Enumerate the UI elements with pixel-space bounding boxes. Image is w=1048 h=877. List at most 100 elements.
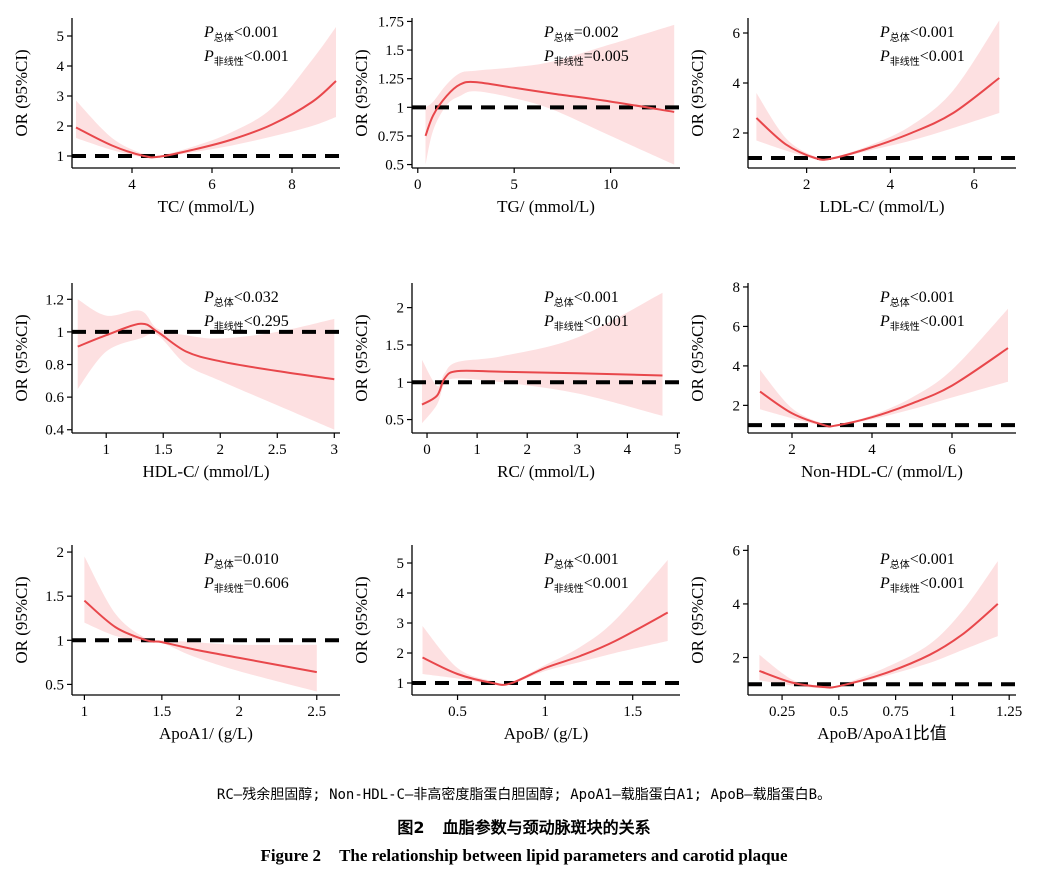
y-tick-label: 1.75 xyxy=(378,14,404,30)
or-curve xyxy=(424,80,675,137)
x-tick-label: 1.25 xyxy=(996,704,1022,720)
y-tick-label: 1.5 xyxy=(385,43,404,59)
y-axis-label: OR (95%CI) xyxy=(688,576,707,663)
y-tick-label: 6 xyxy=(733,26,741,42)
y-tick-label: 0.5 xyxy=(45,677,64,693)
confidence-band xyxy=(84,556,317,692)
x-axis-label: TC/ (mmol/L) xyxy=(158,197,255,216)
p-nonlinear-annotation: P非线性<0.001 xyxy=(543,313,629,333)
or-curve xyxy=(759,347,1009,428)
x-tick-label: 8 xyxy=(288,177,296,193)
y-axis-label: OR (95%CI) xyxy=(12,314,31,401)
p-overall-annotation: P总体<0.001 xyxy=(543,551,619,571)
p-symbol: P xyxy=(203,289,214,306)
p-symbol: P xyxy=(543,551,554,568)
p-subscript: 非线性 xyxy=(890,55,920,68)
y-tick-label: 0.75 xyxy=(378,129,404,145)
x-tick-label: 1 xyxy=(81,704,89,720)
p-symbol: P xyxy=(543,575,554,592)
p-symbol: P xyxy=(879,313,890,330)
x-tick-label: 0.75 xyxy=(883,704,909,720)
y-tick-label: 1.5 xyxy=(45,589,64,605)
p-value: =0.002 xyxy=(574,24,619,41)
x-tick-label: 3 xyxy=(574,442,582,458)
figure-footnote: RC—残余胆固醇; Non-HDL-C—非高密度脂蛋白胆固醇; ApoA1—载脂… xyxy=(216,787,832,803)
p-nonlinear-annotation: P非线性<0.001 xyxy=(543,575,629,595)
p-value: =0.606 xyxy=(244,575,289,592)
x-tick-label: 6 xyxy=(970,177,978,193)
p-symbol: P xyxy=(879,289,890,306)
p-symbol: P xyxy=(203,575,214,592)
y-tick-label: 5 xyxy=(397,556,405,572)
confidence-band xyxy=(759,561,998,689)
p-symbol: P xyxy=(203,551,214,568)
x-tick-label: 1.5 xyxy=(154,442,173,458)
y-tick-label: 4 xyxy=(733,597,741,613)
p-overall-annotation: P总体<0.001 xyxy=(879,551,955,571)
p-subscript: 总体 xyxy=(554,558,574,571)
p-overall-annotation: P总体<0.001 xyxy=(543,289,619,309)
p-subscript: 总体 xyxy=(890,296,910,309)
x-axis-label: TG/ (mmol/L) xyxy=(497,197,595,216)
x-tick-label: 2 xyxy=(523,442,531,458)
p-value: <0.001 xyxy=(920,48,965,65)
figure-number-en: Figure 2 xyxy=(260,846,322,865)
x-axis-label: RC/ (mmol/L) xyxy=(497,462,595,481)
y-tick-label: 1.2 xyxy=(45,292,64,308)
p-value: <0.001 xyxy=(920,313,965,330)
x-axis-label: ApoB/ApoA1比值 xyxy=(817,724,946,743)
confidence-band xyxy=(760,308,1008,428)
x-tick-label: 4 xyxy=(868,442,876,458)
y-tick-label: 2 xyxy=(397,646,405,662)
p-overall-annotation: P总体<0.001 xyxy=(203,24,279,44)
panel-7: 1 1.5 2 2.5 0.5 1 1.5 2 ApoA1/ (g/L) OR (95%CI) P总… xyxy=(12,545,340,743)
y-tick-label: 1.25 xyxy=(378,72,404,88)
x-tick-label: 6 xyxy=(208,177,216,193)
p-subscript: 总体 xyxy=(554,296,574,309)
x-tick-label: 0.5 xyxy=(448,704,467,720)
x-tick-label: 4 xyxy=(624,442,632,458)
x-axis-label: HDL-C/ (mmol/L) xyxy=(142,462,269,481)
panel-4: 1 1.5 2 2.5 3 0.4 0.6 0.8 1 1.2 HDL-C/ (mmol/L) OR … xyxy=(12,283,340,481)
p-value: <0.032 xyxy=(234,289,279,306)
y-tick-label: 8 xyxy=(733,280,741,296)
p-symbol: P xyxy=(879,48,890,65)
y-tick-label: 6 xyxy=(733,543,741,559)
figure-caption-chinese: 图2 血脂参数与颈动脉斑块的关系 xyxy=(0,814,1048,838)
p-subscript: 非线性 xyxy=(554,582,584,595)
y-tick-label: 0.8 xyxy=(45,358,64,374)
x-tick-label: 5 xyxy=(510,177,518,193)
y-axis-label: OR (95%CI) xyxy=(688,49,707,136)
y-tick-label: 1 xyxy=(397,676,405,692)
y-tick-label: 0.5 xyxy=(385,158,404,174)
p-overall-annotation: P总体<0.032 xyxy=(203,289,279,309)
p-nonlinear-annotation: P非线性<0.001 xyxy=(879,313,965,333)
p-nonlinear-annotation: P非线性<0.001 xyxy=(203,48,289,68)
x-tick-label: 5 xyxy=(674,442,682,458)
p-symbol: P xyxy=(543,289,554,306)
p-subscript: 总体 xyxy=(890,558,910,571)
y-axis-label: OR (95%CI) xyxy=(352,314,371,401)
y-tick-label: 6 xyxy=(733,319,741,335)
y-tick-label: 1 xyxy=(57,325,65,341)
y-tick-label: 4 xyxy=(397,586,405,602)
p-value: <0.001 xyxy=(584,313,629,330)
figure-title-en: The relationship between lipid parameter… xyxy=(339,846,788,865)
or-curve xyxy=(83,599,317,674)
p-overall-annotation: P总体=0.002 xyxy=(543,24,619,44)
p-subscript: 总体 xyxy=(214,558,234,571)
p-value: =0.005 xyxy=(584,48,629,65)
y-axis-label: OR (95%CI) xyxy=(688,314,707,401)
p-symbol: P xyxy=(879,24,890,41)
y-tick-label: 2 xyxy=(397,301,405,317)
y-tick-label: 1.5 xyxy=(385,338,404,354)
p-symbol: P xyxy=(203,24,214,41)
p-value: <0.001 xyxy=(244,48,289,65)
y-tick-label: 1 xyxy=(57,149,65,165)
panel-9: 0.25 0.5 0.75 1 1.25 2 4 6 ApoB/ApoA1比值 OR (95%CI… xyxy=(688,543,1022,743)
p-overall-annotation: P总体<0.001 xyxy=(879,289,955,309)
